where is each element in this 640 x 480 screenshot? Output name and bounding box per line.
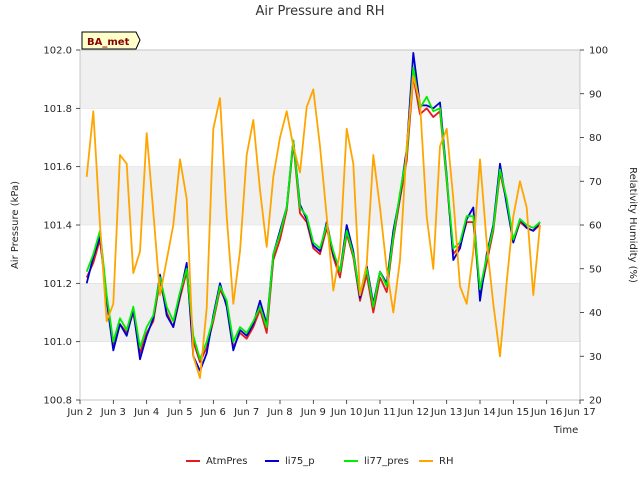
series-line-rh — [85, 75, 541, 380]
y-tick-label: 101.6 — [43, 162, 72, 173]
x-axis-label: Time — [553, 425, 578, 436]
x-tick-label: Jun 17 — [563, 407, 596, 418]
y2-axis-label: Relativity Humidity (%) — [627, 167, 638, 283]
axes: Jun 2 Jun 3 Jun 4 Jun 5 Jun 6 Jun 7 Jun 8 Jun 9… — [43, 46, 608, 419]
plot-band — [80, 50, 580, 109]
y2-tick-label: 40 — [589, 308, 602, 319]
x-tick-label: Jun 11 — [363, 407, 396, 418]
legend-label: RH — [439, 456, 453, 467]
legend-label: li77_pres — [364, 456, 409, 467]
legend-label: li75_p — [285, 456, 315, 467]
badge-label: BA_met — [87, 37, 130, 48]
y2-tick-label: 90 — [589, 89, 602, 100]
legend-label: AtmPres — [206, 456, 247, 467]
y-tick-label: 101.8 — [43, 104, 72, 115]
legend: AtmPres li75_p li77_pres RH — [186, 456, 453, 467]
x-tick-label: Jun 8 — [266, 407, 292, 418]
y-axis-label: Air Pressure (kPa) — [10, 181, 21, 269]
x-tick-label: Jun 6 — [200, 407, 226, 418]
y-tick-label: 101.4 — [43, 221, 72, 232]
x-tick-label: Jun 12 — [397, 407, 430, 418]
x-tick-label: Jun 13 — [430, 407, 463, 418]
x-tick-label: Jun 10 — [330, 407, 363, 418]
y2-tick-label: 100 — [589, 46, 608, 57]
y-tick-label: 101.0 — [43, 337, 72, 348]
y-tick-label: 100.8 — [43, 396, 72, 407]
y2-tick-label: 80 — [589, 133, 602, 144]
x-tick-label: Jun 3 — [100, 407, 126, 418]
x-tick-label: Jun 15 — [497, 407, 530, 418]
x-tick-label: Jun 4 — [133, 407, 159, 418]
plot-band — [80, 341, 580, 400]
x-tick-label: Jun 16 — [530, 407, 563, 418]
chart-title: Air Pressure and RH — [255, 4, 384, 19]
y-tick-label: 102.0 — [43, 46, 72, 57]
y2-tick-label: 20 — [589, 396, 602, 407]
y2-tick-label: 70 — [589, 177, 602, 188]
y2-tick-label: 30 — [589, 352, 602, 363]
y-tick-label: 101.2 — [43, 279, 72, 290]
x-tick-label: Jun 7 — [233, 407, 259, 418]
x-tick-label: Jun 14 — [463, 407, 496, 418]
y2-tick-label: 50 — [589, 264, 602, 275]
station-badge: BA_met — [81, 31, 141, 50]
series-layer — [85, 52, 541, 380]
y2-tick-label: 60 — [589, 221, 602, 232]
x-tick-label: Jun 5 — [166, 407, 192, 418]
x-tick-label: Jun 2 — [66, 407, 92, 418]
plot-area — [80, 50, 580, 400]
plot-band — [80, 108, 580, 167]
x-tick-label: Jun 9 — [300, 407, 326, 418]
